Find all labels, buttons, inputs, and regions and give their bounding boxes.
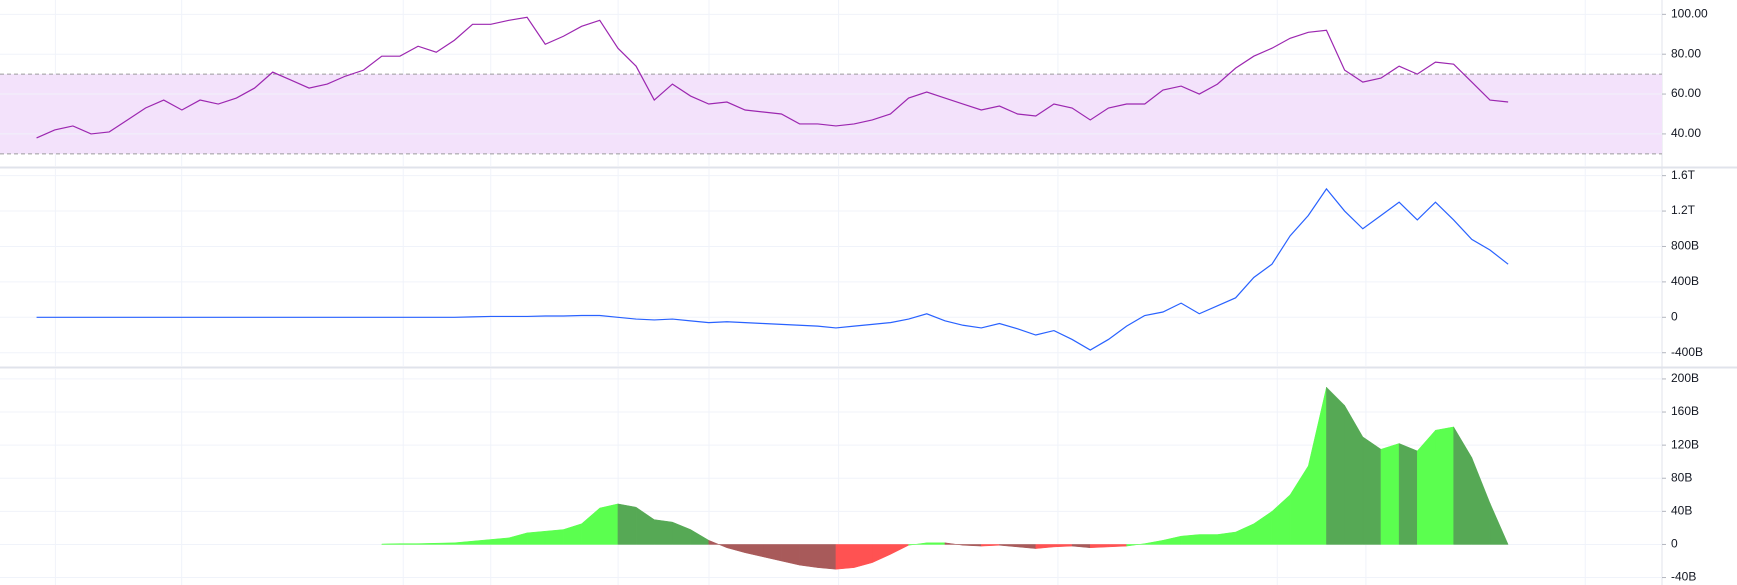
area-segment — [399, 543, 419, 545]
area-segment — [763, 544, 782, 562]
y-tick-label: 200B — [1671, 371, 1699, 385]
y-tick-label: 1.6T — [1671, 168, 1696, 182]
area-segment — [435, 542, 455, 545]
area-segment — [1453, 426, 1473, 545]
area-segment — [835, 544, 855, 570]
area-segment — [1053, 544, 1073, 548]
area-segment — [635, 506, 655, 545]
area-segment — [1144, 540, 1164, 545]
y-tick-label: 60.00 — [1671, 86, 1701, 100]
area-segment — [1071, 544, 1091, 549]
y-tick-label: 160B — [1671, 404, 1699, 418]
area-segment — [544, 529, 564, 545]
area-segment — [1471, 457, 1491, 545]
area-segment — [472, 539, 491, 545]
area-segment — [1417, 429, 1436, 545]
area-segment — [617, 503, 637, 545]
area-segment — [1326, 386, 1345, 545]
y-tick-label: 0 — [1671, 309, 1678, 323]
area-segment — [1217, 531, 1236, 545]
area-segment — [1380, 443, 1400, 545]
area-segment — [381, 543, 401, 545]
area-segment — [581, 507, 601, 545]
y-tick-label: 1.2T — [1671, 203, 1696, 217]
area-segment — [672, 521, 691, 545]
band — [0, 74, 1662, 154]
area-segment — [1271, 494, 1291, 545]
y-tick-label: 120B — [1671, 437, 1699, 451]
area-segment — [1362, 436, 1382, 545]
area-segment — [1199, 534, 1218, 545]
y-tick-label: 400B — [1671, 274, 1699, 288]
area-segment — [1344, 404, 1364, 545]
area-segment — [508, 532, 528, 545]
area-segment — [926, 542, 946, 545]
area-segment — [1289, 464, 1309, 545]
y-tick-label: 100.00 — [1671, 7, 1708, 21]
area-segment — [1435, 426, 1454, 545]
area-segment — [1235, 523, 1255, 545]
area-segment — [1017, 544, 1037, 549]
area-segment — [1489, 502, 1509, 545]
area-segment — [872, 544, 891, 564]
area-segment — [890, 544, 909, 555]
series-line — [36, 187, 1509, 351]
area-segment — [781, 544, 800, 566]
y-tick-label: 80.00 — [1671, 46, 1701, 60]
y-tick-label: 800B — [1671, 239, 1699, 253]
area-segment — [726, 544, 746, 554]
area-segment — [599, 503, 619, 545]
area-segment — [853, 544, 873, 568]
area-segment — [817, 544, 837, 570]
area-segment — [962, 544, 982, 547]
y-tick-label: -40B — [1671, 570, 1696, 584]
y-tick-label: 80B — [1671, 470, 1692, 484]
area-segment — [654, 519, 673, 545]
area-segment — [563, 523, 582, 545]
area-segment — [417, 542, 437, 545]
y-tick-label: 0 — [1671, 537, 1678, 551]
area-segment — [1162, 535, 1182, 545]
y-tick-label: 40B — [1671, 504, 1692, 518]
area-segment — [1308, 387, 1327, 545]
area-segment — [490, 537, 510, 545]
area-segment — [526, 530, 546, 545]
area-segment — [1253, 510, 1273, 545]
area-segment — [1398, 443, 1418, 545]
area-segment — [1090, 544, 1109, 549]
series-line — [36, 16, 1509, 139]
y-tick-label: -400B — [1671, 345, 1703, 359]
area-segment — [690, 529, 710, 545]
area-segment — [1108, 544, 1127, 548]
area-segment — [799, 544, 819, 568]
area-segment — [1035, 544, 1055, 549]
area-segment — [744, 544, 764, 558]
area-segment — [454, 540, 473, 545]
area-segment — [999, 544, 1018, 548]
y-tick-label: 40.00 — [1671, 126, 1701, 140]
area-segment — [981, 544, 1000, 547]
area-segment — [1180, 534, 1200, 545]
